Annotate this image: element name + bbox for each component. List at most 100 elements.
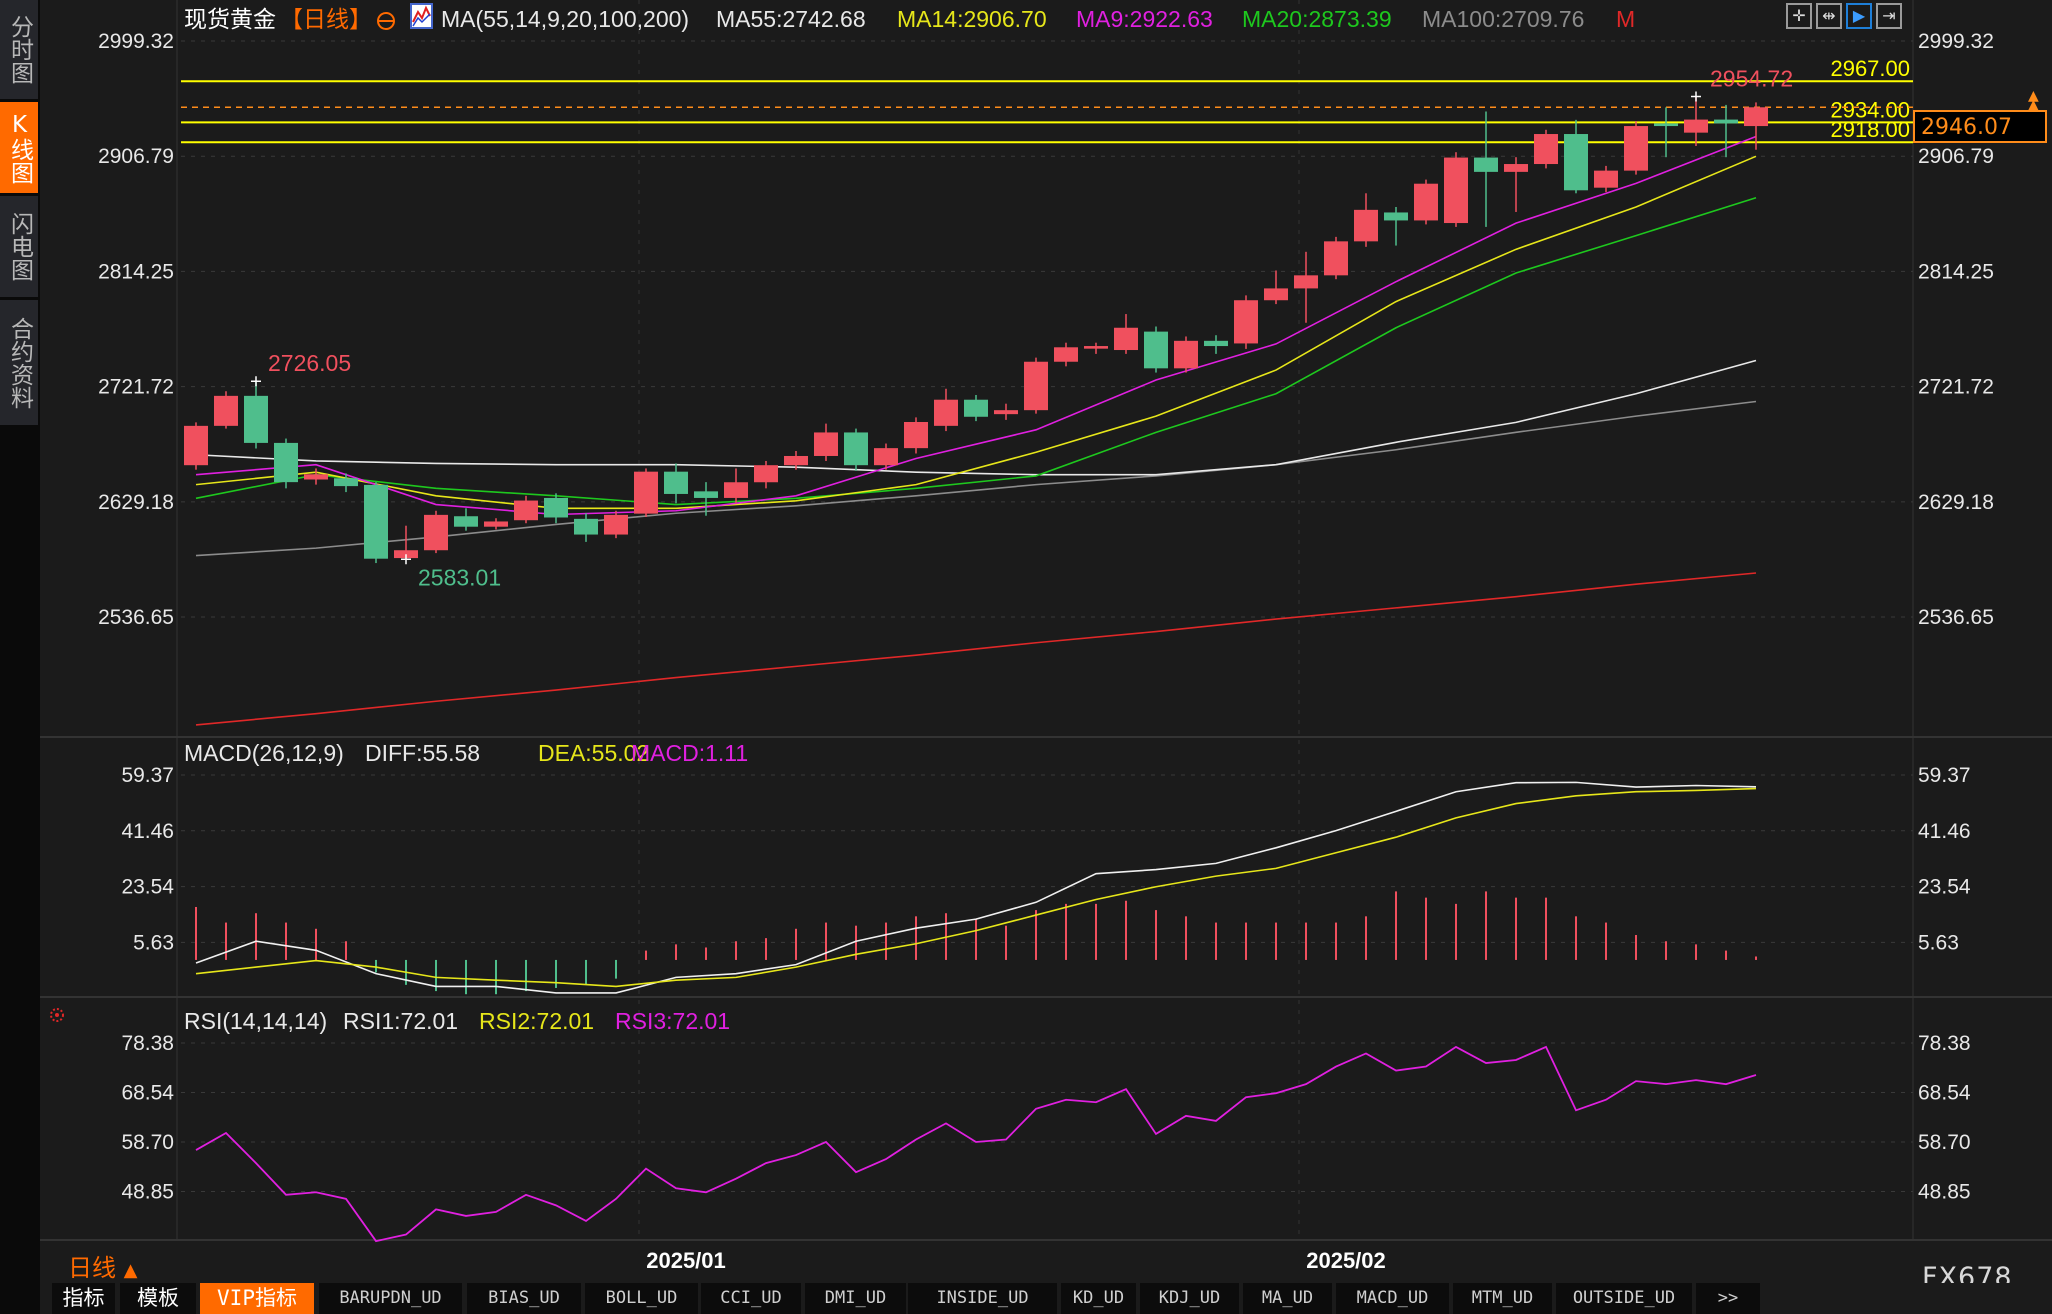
candle-body: [1264, 288, 1288, 301]
candle-body: [1384, 212, 1408, 221]
candle-up: [1174, 336, 1198, 373]
tab-vip-indicators[interactable]: VIP指标: [200, 1283, 314, 1314]
crosshair-icon[interactable]: ✛: [1786, 3, 1812, 29]
candle-body: [1714, 119, 1738, 124]
candle-body: [1174, 340, 1198, 369]
tab-dmi-ud[interactable]: DMI_UD: [805, 1283, 906, 1314]
candle-down: [964, 394, 988, 422]
ma55-value: MA55:2742.68: [716, 6, 866, 32]
candle-down: [364, 482, 388, 564]
chart-toolbar: ✛ ⇹ ▶ ⇥: [1786, 3, 1902, 29]
candle-body: [814, 432, 838, 456]
tab-cci-ud[interactable]: CCI_UD: [701, 1283, 801, 1314]
price-up-arrow-icon: ▲ ▲: [2028, 88, 2039, 113]
tab-bias-ud[interactable]: BIAS_UD: [467, 1283, 581, 1314]
candle-body: [964, 399, 988, 417]
sidebar-tab-contract-info[interactable]: 合约资料: [0, 300, 38, 425]
grid: [40, 0, 2052, 1241]
candle-up: [934, 388, 958, 432]
candle-body: [994, 410, 1018, 415]
extreme-marker: [401, 554, 411, 565]
candle-body: [1474, 157, 1498, 172]
period-tag[interactable]: 【日线】: [280, 6, 372, 32]
scroll-right-icon[interactable]: ⇥: [1876, 3, 1902, 29]
macd-panel: [195, 781, 1757, 995]
candle-up: [1324, 236, 1348, 280]
candle-up: [724, 468, 748, 504]
candle-down: [274, 438, 298, 489]
candle-body: [904, 421, 928, 449]
candle-up: [1744, 102, 1768, 150]
period-selector[interactable]: 日线 ▲: [68, 1248, 137, 1283]
candle-up: [1024, 357, 1048, 414]
candle-body: [874, 448, 898, 466]
candle-body: [1114, 327, 1138, 351]
candle-up: [1414, 179, 1438, 225]
candle-down: [694, 482, 718, 516]
tab-boll-ud[interactable]: BOLL_UD: [585, 1283, 698, 1314]
fit-range-icon[interactable]: ⇹: [1816, 3, 1842, 29]
tab-templates[interactable]: 模板: [120, 1283, 196, 1314]
macd-diff-value: DIFF:55.58: [365, 740, 480, 766]
indicator-settings-icon[interactable]: [50, 1008, 64, 1022]
rsi-tick-left: 78.38: [121, 1032, 174, 1055]
candle-body: [844, 432, 868, 466]
ma-lines: [195, 135, 1757, 726]
candle-up: [784, 451, 808, 470]
tab-mtm-ud[interactable]: MTM_UD: [1453, 1283, 1552, 1314]
tab-inside-ud[interactable]: INSIDE_UD: [908, 1283, 1057, 1314]
candle-body: [1204, 340, 1228, 347]
tab-more[interactable]: >>: [1696, 1283, 1760, 1314]
ma14-value: MA14:2906.70: [897, 6, 1047, 32]
circle-plus-icon[interactable]: [377, 12, 395, 30]
candle-body: [634, 471, 658, 514]
sidebar-tab-kline[interactable]: K线图: [0, 102, 38, 193]
price-tick-right: 2721.72: [1918, 376, 1994, 399]
candle-up: [814, 423, 838, 461]
macd-tick-right: 5.63: [1918, 931, 1959, 954]
indicator-chart-icon[interactable]: [410, 3, 433, 29]
candle-body: [1354, 209, 1378, 242]
candle-up: [874, 443, 898, 470]
candle-body: [604, 514, 628, 535]
rsi3-value: RSI3:72.01: [615, 1008, 730, 1034]
triangle-up-icon: ▲: [123, 1260, 138, 1281]
candle-down: [1144, 326, 1168, 373]
candle-body: [484, 521, 508, 527]
rsi-panel: [195, 1045, 1757, 1243]
date-tick: 2025/02: [1306, 1248, 1386, 1273]
candle-up: [1114, 314, 1138, 354]
tab-barupdn-ud[interactable]: BARUPDN_UD: [319, 1283, 462, 1314]
price-tick-left: 2629.18: [98, 491, 174, 514]
tab-kdj-ud[interactable]: KDJ_UD: [1140, 1283, 1239, 1314]
tab-ma-ud[interactable]: MA_UD: [1243, 1283, 1332, 1314]
tab-indicators[interactable]: 指标: [52, 1283, 115, 1314]
tab-kd-ud[interactable]: KD_UD: [1061, 1283, 1136, 1314]
macd-tick-right: 23.54: [1918, 876, 1971, 899]
macd-tick-left: 59.37: [121, 764, 174, 787]
rsi1-value: RSI1:72.01: [343, 1008, 458, 1034]
candle-body: [1294, 275, 1318, 289]
sidebar-tab-flash[interactable]: 闪电图: [0, 196, 38, 297]
sidebar-tab-timeshare[interactable]: 分时图: [0, 0, 38, 99]
candle-up: [304, 468, 328, 485]
tab-outside-ud[interactable]: OUTSIDE_UD: [1556, 1283, 1692, 1314]
candle-up: [754, 460, 778, 489]
rsi-tick-right: 78.38: [1918, 1032, 1971, 1055]
tab-macd-ud[interactable]: MACD_UD: [1336, 1283, 1449, 1314]
price-tick-left: 2721.72: [98, 376, 174, 399]
candle-body: [244, 395, 268, 443]
candle-up: [904, 417, 928, 454]
extreme-marker: [1691, 91, 1701, 102]
left-sidebar: 分时图 K线图 闪电图 合约资料: [0, 0, 40, 1314]
candle-up: [514, 495, 538, 524]
candle-down: [1204, 335, 1228, 354]
candle-body: [1024, 361, 1048, 411]
macd-tick-right: 59.37: [1918, 764, 1971, 787]
candle-body: [1504, 164, 1528, 172]
candle-body: [184, 425, 208, 466]
candle-body: [1144, 331, 1168, 369]
cursor-mode-icon[interactable]: ▶: [1846, 3, 1872, 29]
ma20-value: MA20:2873.39: [1242, 6, 1392, 32]
